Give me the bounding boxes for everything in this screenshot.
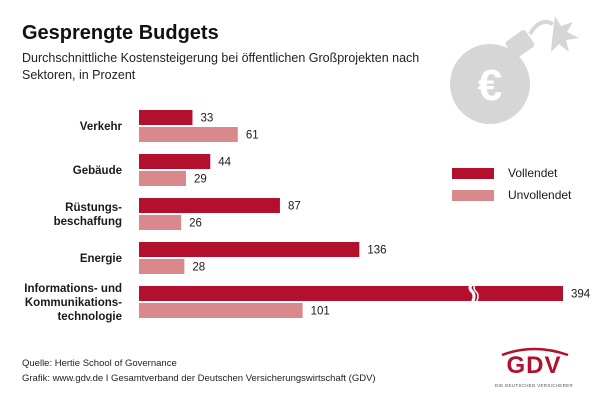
bar-incomplete <box>139 303 303 318</box>
axis-break-icon <box>473 283 479 304</box>
chart-title: Gesprengte Budgets <box>22 22 219 44</box>
bar-incomplete <box>139 215 182 230</box>
bar-completed <box>139 198 280 213</box>
data-label: 101 <box>311 306 330 318</box>
logo-text: GDV <box>506 352 562 379</box>
category-label: Informations- und Kommunikations-technolo… <box>24 283 122 323</box>
axis-break-icon <box>468 282 476 304</box>
bar-completed <box>139 154 211 169</box>
legend-swatch-incomplete <box>452 189 494 201</box>
footer: Quelle: Hertie School of Governance Graf… <box>22 356 376 386</box>
data-label: 29 <box>194 174 207 186</box>
chart-subtitle: Durchschnittliche Kostensteigerung bei ö… <box>22 51 420 82</box>
category-label: Gebäude <box>73 165 122 177</box>
legend-label-incomplete: Unvollendet <box>508 188 572 202</box>
legend-item-incomplete: Unvollendet <box>452 188 571 202</box>
bomb-euro-icon: € <box>450 16 579 124</box>
svg-text:€: € <box>478 61 502 110</box>
category-label: Rüstungs-beschaffung <box>54 202 123 228</box>
data-label: 136 <box>367 245 386 257</box>
bar-completed <box>139 286 563 301</box>
legend: Vollendet Unvollendet <box>452 166 571 210</box>
credit-note: Grafik: www.gdv.de I Gesamtverband der D… <box>22 373 376 384</box>
data-label: 33 <box>200 113 213 125</box>
legend-label-completed: Vollendet <box>508 166 558 180</box>
bar-completed <box>139 110 193 125</box>
bar-incomplete <box>139 171 186 186</box>
data-label: 394 <box>571 289 591 301</box>
legend-swatch-completed <box>452 167 494 179</box>
data-label: 28 <box>192 262 205 274</box>
data-label: 61 <box>246 130 259 142</box>
source-note: Quelle: Hertie School of Governance <box>22 358 177 369</box>
category-label: Energie <box>80 253 122 265</box>
data-label: 44 <box>218 157 231 169</box>
bar-incomplete <box>139 259 185 274</box>
bar-incomplete <box>139 127 238 142</box>
legend-item-completed: Vollendet <box>452 166 571 180</box>
logo-swoosh-icon <box>501 347 569 357</box>
category-label: Verkehr <box>80 121 123 133</box>
gdv-logo: GDV DIE DEUTSCHEN VERSICHERER <box>492 347 576 393</box>
bar-completed <box>139 242 360 257</box>
data-label: 87 <box>288 201 301 213</box>
data-label: 26 <box>189 218 202 230</box>
logo-subtext: DIE DEUTSCHEN VERSICHERER <box>494 383 573 388</box>
